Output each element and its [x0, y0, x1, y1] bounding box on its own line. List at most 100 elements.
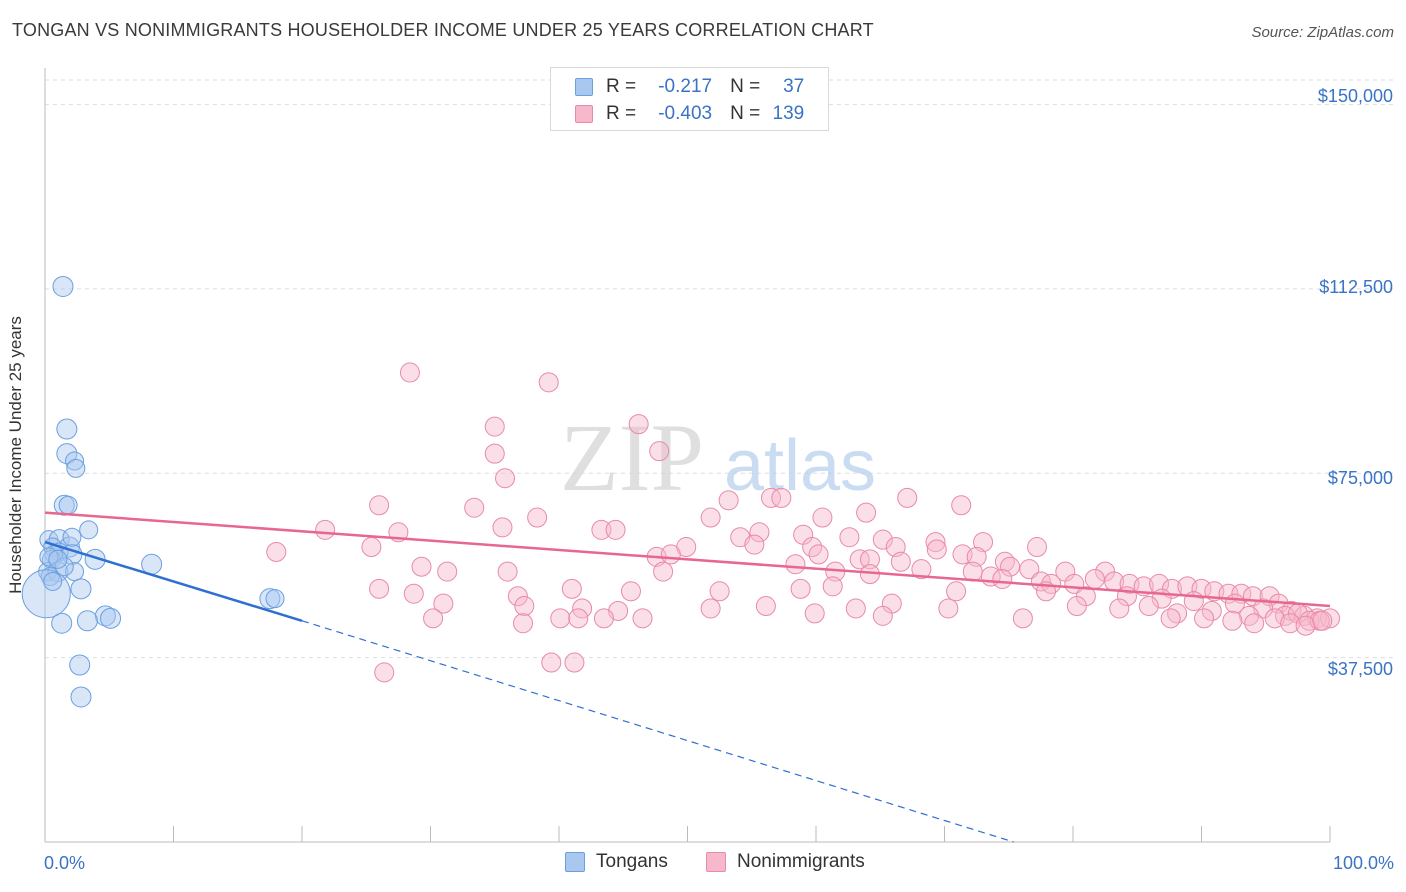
nonimmigrants-point — [1012, 608, 1033, 629]
legend-item-tongans: Tongans — [565, 851, 668, 873]
nonimmigrants-point — [541, 652, 562, 673]
legend-label: Tongans — [596, 851, 668, 872]
nonimmigrants-point — [1264, 608, 1285, 629]
nonimmigrants-point — [369, 578, 390, 599]
watermark-atlas: atlas — [724, 426, 876, 506]
correlation-legend: R = -0.217 N = 37 R = -0.403 N = 139 — [550, 67, 829, 131]
nonimmigrants-point — [514, 596, 535, 617]
nonimmigrants-point — [403, 583, 424, 604]
nonimmigrants-point — [538, 372, 559, 393]
nonimmigrants-point — [849, 549, 870, 570]
nonimmigrants-legend-icon — [706, 852, 726, 872]
tongans-point — [56, 418, 78, 440]
n-label: N = — [730, 103, 761, 124]
tongans-point — [69, 654, 91, 676]
nonimmigrants-point — [856, 502, 877, 523]
nonimmigrants-point — [1027, 537, 1048, 558]
nonimmigrants-point — [785, 554, 806, 575]
tongans-point — [62, 527, 82, 547]
r-value: -0.403 — [658, 103, 713, 124]
nonimmigrants-point — [1019, 559, 1040, 580]
nonimmigrants-point — [911, 559, 932, 580]
nonimmigrants-point — [744, 534, 765, 555]
tongans-point — [43, 571, 63, 591]
nonimmigrants-point — [804, 603, 825, 624]
nonimmigrants-point — [925, 532, 946, 553]
nonimmigrants-point — [890, 551, 911, 572]
tongans-point — [70, 578, 92, 600]
tongans-point — [65, 451, 85, 471]
nonimmigrants-point — [1000, 556, 1021, 577]
n-value: 139 — [772, 103, 805, 124]
tongans-point — [259, 588, 281, 610]
nonimmigrants-point — [550, 608, 571, 629]
nonimmigrants-swatch-icon — [575, 105, 593, 123]
nonimmigrants-point — [992, 568, 1013, 589]
nonimmigrants-point — [513, 613, 534, 634]
nonimmigrants-point — [938, 598, 959, 619]
y-axis-label: Householder Income Under 25 years — [6, 316, 25, 594]
nonimmigrants-point — [315, 519, 336, 540]
nonimmigrants-point — [620, 581, 641, 602]
tongans-legend-icon — [565, 852, 585, 872]
nonimmigrants-point — [507, 586, 528, 607]
nonimmigrants-point — [966, 546, 987, 567]
nonimmigrants-point — [926, 539, 947, 560]
nonimmigrants-point — [822, 576, 843, 597]
nonimmigrants-point — [885, 537, 906, 558]
nonimmigrants-point — [812, 507, 833, 528]
y-tick-label: $75,000 — [1327, 468, 1393, 488]
nonimmigrants-point — [845, 598, 866, 619]
nonimmigrants-point — [709, 581, 730, 602]
tongans-point — [76, 610, 98, 632]
nonimmigrants-point — [399, 362, 420, 383]
nonimmigrants-point — [1295, 615, 1316, 636]
n-label: N = — [730, 76, 761, 97]
tongans-point — [40, 567, 60, 587]
nonimmigrants-point — [951, 495, 972, 516]
tongans-point — [48, 549, 68, 569]
tongans-point — [21, 569, 71, 619]
r-label: R = — [606, 76, 637, 97]
nonimmigrants-point — [1222, 610, 1243, 631]
nonimmigrants-point — [1280, 613, 1301, 634]
nonimmigrants-points — [266, 362, 1340, 683]
nonimmigrants-point — [492, 517, 513, 538]
nonimmigrants-point — [374, 662, 395, 683]
watermark-zip: ZIP — [560, 404, 704, 511]
nonimmigrants-point — [437, 561, 458, 582]
tongans-trend-extension — [301, 620, 1014, 843]
legend-row-tongans: R = -0.217 N = 37 — [575, 75, 804, 99]
nonimmigrants-point — [653, 561, 674, 582]
nonimmigrants-point — [700, 598, 721, 619]
tongans-point — [100, 607, 122, 629]
nonimmigrants-point — [1084, 568, 1105, 589]
nonimmigrants-point — [495, 468, 516, 489]
nonimmigrants-point — [591, 519, 612, 540]
y-tick-label: $112,500 — [1319, 277, 1393, 297]
nonimmigrants-point — [808, 544, 829, 565]
chart-title: TONGAN VS NONIMMIGRANTS HOUSEHOLDER INCO… — [12, 20, 874, 40]
tongans-point — [66, 458, 86, 478]
nonimmigrants-point — [946, 581, 967, 602]
nonimmigrants-point — [859, 549, 880, 570]
legend-row-nonimmigrants: R = -0.403 N = 139 — [575, 102, 804, 126]
tongans-point — [265, 589, 285, 609]
nonimmigrants-point — [484, 443, 505, 464]
nonimmigrants-point — [1109, 598, 1130, 619]
tongans-point — [54, 557, 74, 577]
trend-lines — [44, 511, 1331, 843]
y-tick-label: $37,500 — [1327, 659, 1393, 679]
nonimmigrants-point — [632, 608, 653, 629]
grid-lines — [45, 79, 1395, 659]
tongans-point — [56, 443, 78, 465]
tongans-point — [70, 686, 92, 708]
nonimmigrants-point — [527, 507, 548, 528]
nonimmigrants-point — [628, 414, 649, 435]
nonimmigrants-point — [568, 608, 589, 629]
n-value: 37 — [783, 76, 805, 97]
nonimmigrants-point — [593, 608, 614, 629]
chart-source: Source: ZipAtlas.com — [1251, 24, 1394, 41]
y-tick-label: $150,000 — [1317, 86, 1393, 106]
